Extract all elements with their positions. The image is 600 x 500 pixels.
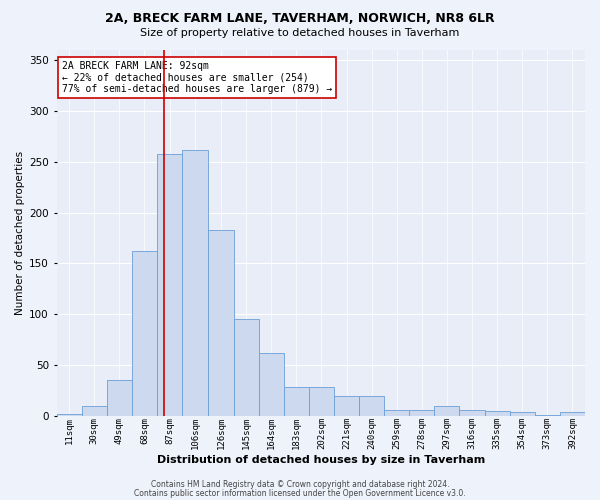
Bar xyxy=(284,388,309,416)
Bar xyxy=(434,406,460,416)
Bar xyxy=(384,410,409,416)
Text: Size of property relative to detached houses in Taverham: Size of property relative to detached ho… xyxy=(140,28,460,38)
Text: Contains public sector information licensed under the Open Government Licence v3: Contains public sector information licen… xyxy=(134,488,466,498)
Bar xyxy=(107,380,132,416)
Text: 2A, BRECK FARM LANE, TAVERHAM, NORWICH, NR8 6LR: 2A, BRECK FARM LANE, TAVERHAM, NORWICH, … xyxy=(105,12,495,26)
Bar xyxy=(182,150,208,416)
Bar xyxy=(359,396,384,416)
Bar xyxy=(334,396,359,416)
Text: Contains HM Land Registry data © Crown copyright and database right 2024.: Contains HM Land Registry data © Crown c… xyxy=(151,480,449,489)
Bar xyxy=(259,353,284,416)
Y-axis label: Number of detached properties: Number of detached properties xyxy=(15,151,25,315)
Bar xyxy=(560,412,585,416)
Bar xyxy=(409,410,434,416)
Bar xyxy=(509,412,535,416)
Text: 2A BRECK FARM LANE: 92sqm
← 22% of detached houses are smaller (254)
77% of semi: 2A BRECK FARM LANE: 92sqm ← 22% of detac… xyxy=(62,61,332,94)
Bar xyxy=(460,410,485,416)
Bar xyxy=(132,251,157,416)
Bar xyxy=(233,320,259,416)
X-axis label: Distribution of detached houses by size in Taverham: Distribution of detached houses by size … xyxy=(157,455,485,465)
Bar xyxy=(535,415,560,416)
Bar xyxy=(309,388,334,416)
Bar xyxy=(208,230,233,416)
Bar xyxy=(157,154,182,416)
Bar xyxy=(82,406,107,416)
Bar xyxy=(485,410,509,416)
Bar xyxy=(56,414,82,416)
